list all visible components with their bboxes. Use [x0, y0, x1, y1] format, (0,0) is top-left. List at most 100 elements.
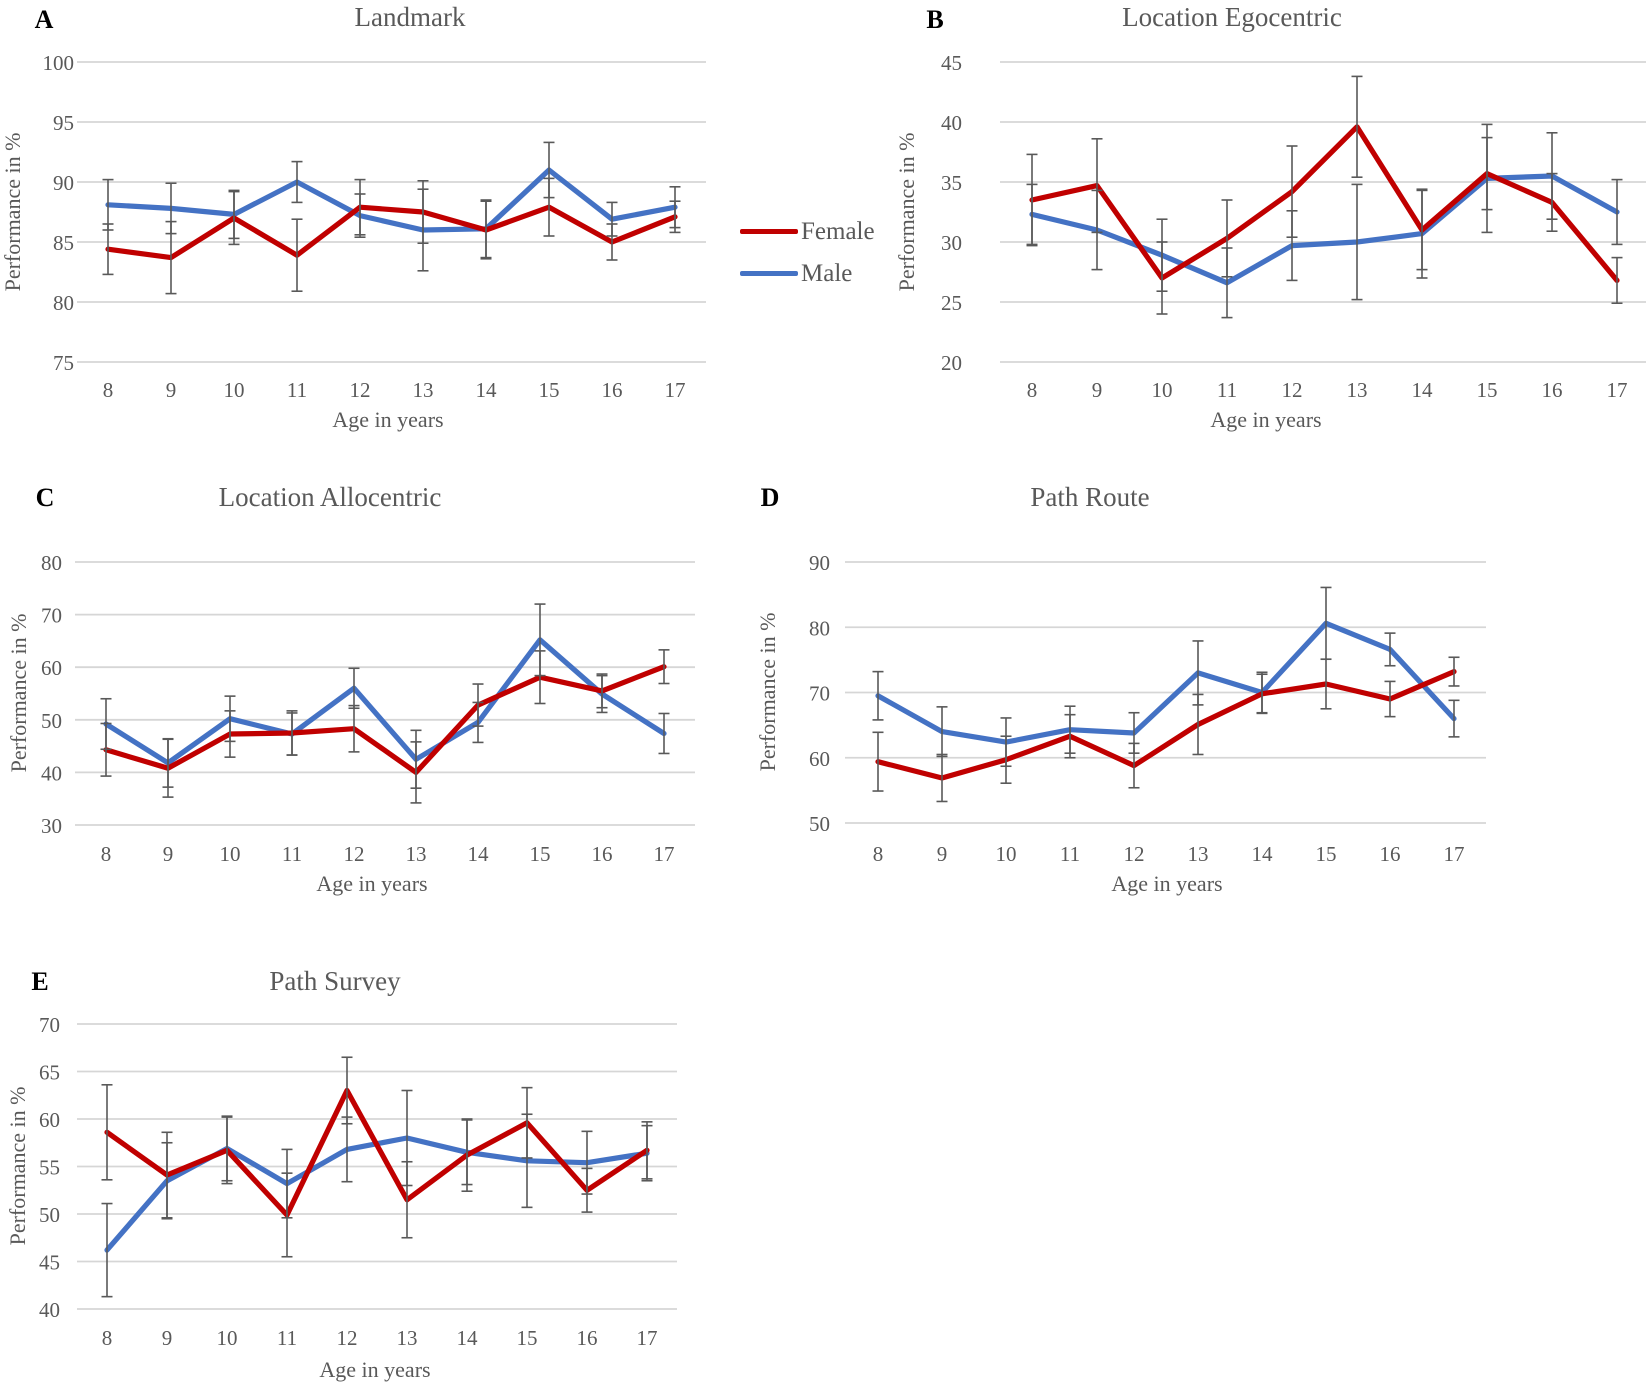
error-bar-female: [872, 731, 884, 792]
error-bar-male: [286, 712, 298, 756]
error-bar-male: [1091, 189, 1103, 271]
y-tick-label: 60: [41, 656, 62, 680]
x-tick-label: 17: [1607, 378, 1628, 402]
x-tick-label: 13: [406, 842, 427, 866]
series-line-female: [104, 1087, 650, 1218]
x-tick-label: 15: [1477, 378, 1498, 402]
x-tick-label: 9: [163, 842, 174, 866]
error-bar-male: [341, 1116, 353, 1183]
panel-letter: A: [35, 5, 54, 34]
x-tick-label: 16: [592, 842, 613, 866]
x-tick-label: 14: [1252, 842, 1274, 866]
x-tick-label: 14: [457, 1326, 479, 1350]
series-line-female: [1029, 124, 1620, 283]
series-line-male: [104, 1135, 650, 1253]
series-line-male: [103, 637, 667, 766]
y-axis-title: Performance in %: [5, 1087, 30, 1246]
error-bar-female: [291, 218, 303, 293]
error-bar-male: [641, 1124, 653, 1182]
error-bar-male: [872, 670, 884, 721]
y-axis-title: Performance in %: [0, 133, 25, 292]
error-bar-male: [401, 1089, 413, 1187]
error-bar-male: [100, 697, 112, 751]
y-tick-label: 80: [41, 551, 62, 575]
x-tick-label: 11: [277, 1326, 297, 1350]
error-bar-male: [162, 737, 174, 788]
chart-title: Path Route: [1030, 482, 1149, 512]
error-bar-male: [348, 667, 360, 710]
x-tick-label: 13: [413, 378, 434, 402]
error-bar-male: [281, 1148, 293, 1219]
y-tick-label: 40: [941, 111, 962, 135]
error-bar-male: [102, 178, 114, 231]
series-line-female: [105, 204, 678, 261]
x-tick-label: 14: [1412, 378, 1434, 402]
error-bar-male: [1192, 640, 1204, 706]
x-tick-label: 15: [530, 842, 551, 866]
error-bar-male: [472, 701, 484, 744]
x-tick-label: 8: [873, 842, 884, 866]
error-bar-male: [417, 188, 429, 272]
x-tick-label: 8: [103, 378, 114, 402]
error-bar-female: [341, 1056, 353, 1125]
error-bar-male: [221, 1115, 233, 1182]
error-bar-female: [1351, 75, 1363, 178]
y-tick-label: 40: [41, 761, 62, 785]
x-tick-label: 17: [654, 842, 675, 866]
x-tick-label: 12: [337, 1326, 358, 1350]
chart-panel-D: 90 80 70 60 50 8 9 10 11 12 13 14 15 16 17 D Path Route A…: [755, 482, 1486, 896]
panel-letter: B: [926, 5, 943, 34]
legend-label-male: Male: [801, 260, 853, 287]
x-tick-label: 12: [350, 378, 371, 402]
x-tick-label: 10: [996, 842, 1017, 866]
y-tick-label: 95: [53, 111, 74, 135]
x-tick-label: 9: [937, 842, 948, 866]
y-tick-label: 35: [941, 171, 962, 195]
y-tick-label: 75: [53, 351, 74, 375]
series-line-female: [103, 664, 667, 776]
panel-letter: C: [36, 483, 55, 512]
x-tick-label: 16: [602, 378, 623, 402]
x-tick-label: 12: [1282, 378, 1303, 402]
error-bar-male: [1481, 123, 1493, 234]
error-bar-male: [1128, 711, 1140, 754]
x-axis-title: Age in years: [332, 407, 443, 432]
error-bar-male: [936, 706, 948, 758]
x-tick-label: 15: [517, 1326, 538, 1350]
x-tick-label: 11: [1217, 378, 1237, 402]
error-bar-male: [101, 1202, 113, 1298]
error-bar-female: [1611, 256, 1623, 305]
error-bar-male: [669, 186, 681, 229]
error-bar-male: [1000, 717, 1012, 768]
y-tick-label: 30: [41, 814, 62, 838]
error-bar-male: [480, 199, 492, 259]
error-bar-male: [224, 695, 236, 743]
y-tick-label: 90: [53, 171, 74, 195]
error-bar-male: [165, 182, 177, 235]
x-tick-label: 10: [217, 1326, 238, 1350]
y-tick-label: 30: [941, 231, 962, 255]
y-tick-label: 70: [809, 682, 830, 706]
error-bar-male: [534, 603, 546, 677]
x-tick-label: 8: [101, 842, 112, 866]
x-tick-label: 13: [1188, 842, 1209, 866]
legend-key-female-line: [740, 229, 798, 234]
error-bar-female: [1384, 680, 1396, 718]
error-bar-female: [658, 649, 670, 685]
panel-letter: D: [761, 483, 780, 512]
error-bar-male: [461, 1119, 473, 1186]
x-tick-label: 16: [1380, 842, 1401, 866]
x-tick-label: 12: [1124, 842, 1145, 866]
y-tick-label: 80: [809, 616, 830, 640]
x-axis-title: Age in years: [1210, 407, 1321, 432]
legend-item-male: Male: [740, 259, 875, 288]
x-tick-label: 13: [397, 1326, 418, 1350]
legend-key-male-line: [740, 271, 798, 276]
y-tick-label: 65: [39, 1061, 60, 1085]
x-tick-label: 17: [1444, 842, 1465, 866]
error-bar-male: [161, 1141, 173, 1220]
x-tick-label: 10: [220, 842, 241, 866]
y-tick-label: 90: [809, 551, 830, 575]
error-bar-male: [521, 1113, 533, 1209]
error-bar-male: [658, 712, 670, 755]
